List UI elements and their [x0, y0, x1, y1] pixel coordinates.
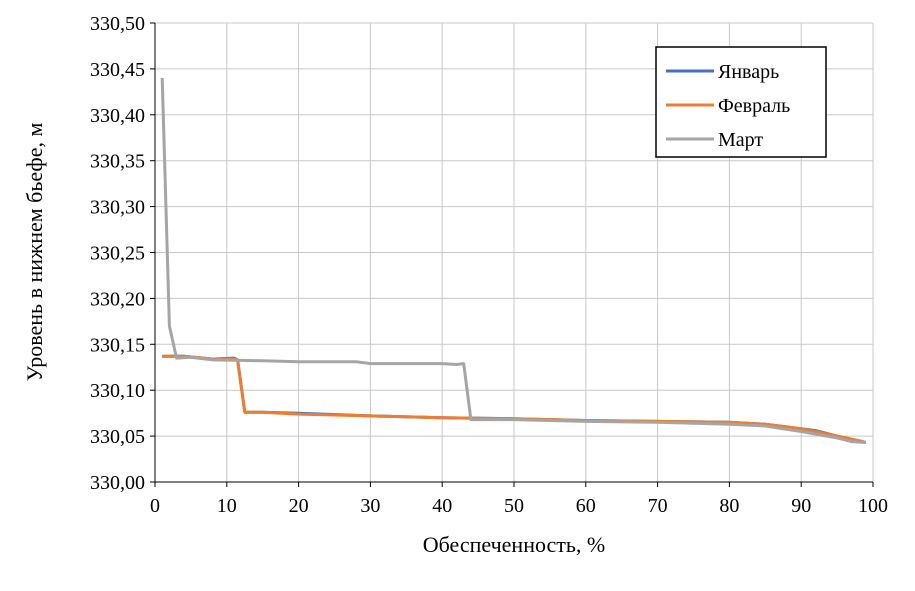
legend-label: Январь — [718, 61, 779, 83]
x-tick-label: 60 — [576, 495, 596, 517]
y-tick-label: 330,05 — [90, 426, 145, 448]
legend-label: Март — [718, 129, 763, 151]
x-tick-label: 0 — [150, 495, 160, 517]
x-tick-label: 90 — [791, 495, 811, 517]
y-tick-label: 330,35 — [90, 151, 145, 173]
y-tick-label: 330,10 — [90, 380, 145, 402]
y-tick-label: 330,25 — [90, 243, 145, 265]
x-tick-label: 30 — [360, 495, 380, 517]
y-tick-label: 330,00 — [90, 472, 145, 494]
y-tick-label: 330,20 — [90, 288, 145, 310]
legend-label: Февраль — [718, 95, 790, 117]
y-tick-label: 330,45 — [90, 59, 145, 81]
x-tick-label: 10 — [217, 495, 237, 517]
x-tick-label: 50 — [504, 495, 524, 517]
x-tick-label: 20 — [289, 495, 309, 517]
y-axis-label: Уровень в нижнем бьефе, м — [22, 123, 47, 382]
y-tick-label: 330,15 — [90, 334, 145, 356]
y-tick-label: 330,40 — [90, 105, 145, 127]
x-tick-label: 80 — [719, 495, 739, 517]
series-line — [160, 78, 866, 444]
y-tick-label: 330,30 — [90, 197, 145, 219]
x-tick-label: 40 — [432, 495, 452, 517]
x-axis-label: Обеспеченность, % — [423, 532, 606, 557]
legend: Январь Февраль Март — [655, 46, 827, 158]
x-tick-label: 70 — [648, 495, 668, 517]
x-tick-label: 100 — [858, 495, 888, 517]
y-tick-label: 330,50 — [90, 13, 145, 35]
